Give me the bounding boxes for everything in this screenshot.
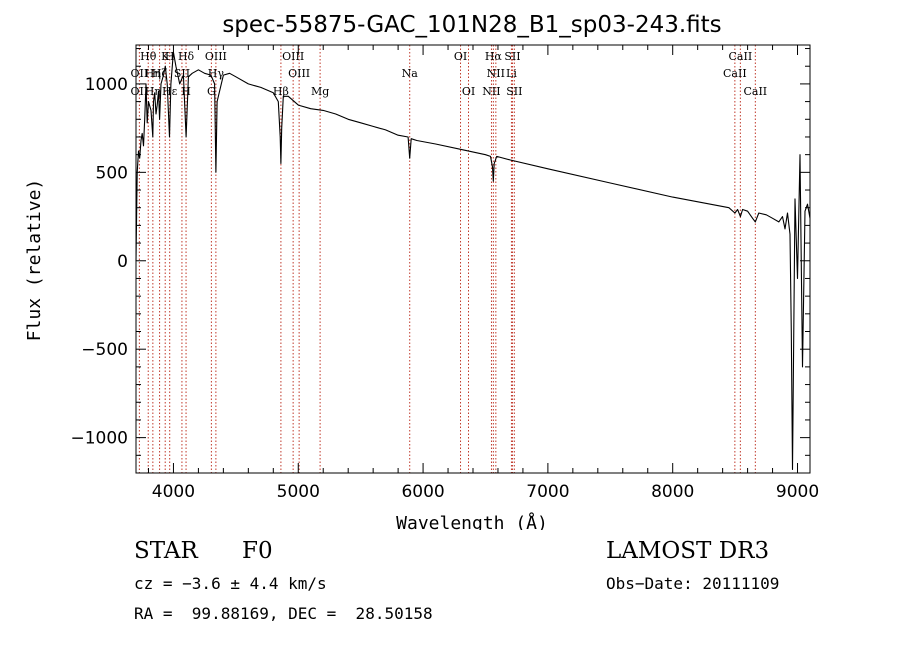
line-label-top: SII bbox=[504, 50, 520, 63]
class-label: STAR bbox=[134, 538, 198, 564]
line-label-top: Hδ bbox=[178, 50, 195, 63]
x-axis: 4000 5000 6000 7000 8000 9000 bbox=[147, 45, 819, 502]
y-tick-label: 1000 bbox=[85, 75, 128, 95]
line-label-top: OI bbox=[454, 50, 467, 63]
line-label-low: OII bbox=[131, 85, 149, 98]
y-tick-label: 0 bbox=[117, 252, 128, 272]
x-tick-label: 7000 bbox=[526, 482, 569, 502]
y-axis-label: Flux (relative) bbox=[24, 179, 45, 342]
line-label-mid: CaII bbox=[723, 67, 747, 80]
line-label-low: Hε bbox=[162, 85, 178, 98]
radec-label: RA = 99.88169, DEC = 28.50158 bbox=[134, 604, 433, 623]
obs-date-label: Obs−Date: 20111109 bbox=[606, 574, 780, 593]
emission-lines bbox=[138, 45, 756, 473]
x-axis-label: Wavelength (Å) bbox=[396, 512, 548, 530]
line-label-top: Hθ bbox=[140, 50, 157, 63]
x-tick-label: 4000 bbox=[152, 482, 195, 502]
line-label-top: Hα bbox=[485, 50, 503, 63]
line-label-mid: Hη bbox=[145, 67, 161, 80]
line-label-top: OIII bbox=[282, 50, 304, 63]
line-label-top: H bbox=[165, 50, 175, 63]
line-label-mid: OII bbox=[131, 67, 149, 80]
y-axis: −1000 −500 0 500 1000 bbox=[70, 48, 810, 474]
line-label-low: G bbox=[207, 85, 216, 98]
spectrum-line bbox=[135, 51, 811, 471]
line-label-low: Hη bbox=[145, 85, 161, 98]
x-tick-label: 9000 bbox=[776, 482, 819, 502]
line-label-low: CaII bbox=[743, 85, 767, 98]
line-label-mid: Hγ bbox=[208, 67, 225, 80]
x-tick-label: 6000 bbox=[401, 482, 444, 502]
y-tick-label: −500 bbox=[81, 340, 128, 360]
line-label-top: K bbox=[161, 50, 170, 63]
line-label-low: Hβ bbox=[273, 85, 289, 98]
line-label-low: NII bbox=[482, 85, 500, 98]
line-label-mid: Li bbox=[506, 67, 517, 80]
y-tick-label: 500 bbox=[96, 163, 128, 183]
subclass-label: F0 bbox=[242, 538, 273, 564]
line-label-mid: Na bbox=[402, 67, 419, 80]
spectrum-chart: spec-55875-GAC_101N28_B1_sp03-243.fits H… bbox=[24, 12, 819, 530]
line-label-low: Mg bbox=[311, 85, 329, 98]
redshift-label: cz = −3.6 ± 4.4 km/s bbox=[134, 574, 327, 593]
line-label-top: OIII bbox=[205, 50, 227, 63]
line-label-low: OI bbox=[462, 85, 475, 98]
survey-label: LAMOST DR3 bbox=[606, 538, 770, 564]
spectrum-series bbox=[135, 51, 811, 471]
y-tick-label: −1000 bbox=[70, 429, 128, 449]
plot-frame bbox=[135, 44, 811, 474]
x-tick-label: 5000 bbox=[277, 482, 320, 502]
line-label-mid: OIII bbox=[288, 67, 310, 80]
line-label-low: H bbox=[181, 85, 191, 98]
x-tick-label: 8000 bbox=[651, 482, 694, 502]
chart-title: spec-55875-GAC_101N28_B1_sp03-243.fits bbox=[222, 12, 721, 38]
line-label-mid: NII bbox=[487, 67, 505, 80]
line-label-low: SII bbox=[506, 85, 522, 98]
line-label-top: CaII bbox=[729, 50, 753, 63]
